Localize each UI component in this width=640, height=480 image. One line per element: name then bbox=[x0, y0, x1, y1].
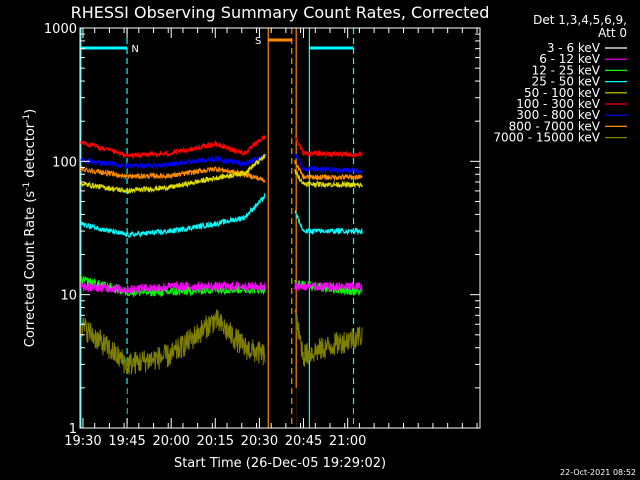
y-tick-label-1000: 1000 bbox=[44, 22, 77, 37]
legend-label-25-50-kev: 25 - 50 keV bbox=[532, 75, 601, 89]
series-6-12-kev-seg2 bbox=[294, 281, 363, 292]
series-100-300-kev-seg1 bbox=[79, 134, 266, 160]
plot-layer: NS bbox=[79, 28, 363, 428]
legend-label-800-7000-kev: 800 - 7000 keV bbox=[509, 119, 601, 133]
plot-frame bbox=[79, 27, 481, 429]
annotation-label-s: S bbox=[255, 36, 261, 47]
annotation-label-n: N bbox=[131, 44, 138, 55]
legend-label-3-6-kev: 3 - 6 keV bbox=[547, 41, 601, 55]
x-tick-label-19-30: 19:30 bbox=[64, 434, 101, 449]
series-300-800-kev-seg2 bbox=[294, 151, 363, 175]
y-tick-label-100: 100 bbox=[52, 155, 77, 170]
x-axis-label: Start Time (26-Dec-05 19:29:02) bbox=[174, 456, 386, 471]
series-300-800-kev-seg1 bbox=[79, 153, 266, 170]
x-axis: 19:30 19:45 20:00 20:15 20:30 20:45 21:00 bbox=[64, 28, 478, 449]
series-25-50-kev-seg1 bbox=[79, 192, 266, 239]
legend-label-7000-15000-kev: 7000 - 15000 keV bbox=[493, 131, 600, 145]
chart-title: RHESSI Observing Summary Count Rates, Co… bbox=[71, 3, 490, 22]
y-axis-label-sup: -1 bbox=[22, 114, 32, 123]
y-axis-label-sup: -1 bbox=[22, 182, 32, 191]
y-axis-label-part: detector bbox=[23, 122, 38, 182]
legend-header-line1: Det 1,3,4,5,6,9, bbox=[533, 13, 627, 27]
series-7000-15000-kev-seg2 bbox=[294, 309, 363, 367]
timestamp: 22-Oct-2021 08:52 bbox=[560, 468, 636, 477]
series-7000-15000-kev-seg1 bbox=[79, 309, 266, 375]
series-800-7000-kev-seg2 bbox=[294, 159, 363, 182]
y-axis: 1 10 100 1000 bbox=[44, 22, 480, 437]
y-tick-label-10: 10 bbox=[60, 289, 77, 304]
x-tick-label-21-00: 21:00 bbox=[329, 434, 366, 449]
x-tick-label-20-15: 20:15 bbox=[197, 434, 234, 449]
x-tick-label-20-30: 20:30 bbox=[241, 434, 278, 449]
x-tick-label-20-00: 20:00 bbox=[152, 434, 189, 449]
x-tick-label-19-45: 19:45 bbox=[108, 434, 145, 449]
y-tick-label-1: 1 bbox=[69, 422, 77, 437]
y-axis-label: Corrected Count Rate (s-1 detector-1) bbox=[22, 109, 38, 347]
legend-header-line2: Att 0 bbox=[598, 26, 627, 40]
legend-label-50-100-kev: 50 - 100 keV bbox=[524, 86, 601, 100]
legend-label-100-300-kev: 100 - 300 keV bbox=[516, 97, 600, 111]
y-axis-label-part: Corrected Count Rate (s bbox=[23, 191, 38, 348]
series-25-50-kev-seg2 bbox=[294, 209, 363, 236]
series-50-100-kev-seg2 bbox=[294, 169, 363, 189]
series-100-300-kev-seg2 bbox=[294, 134, 363, 159]
series-6-12-kev-seg1 bbox=[79, 280, 266, 295]
legend-label-300-800-kev: 300 - 800 keV bbox=[516, 108, 600, 122]
series-50-100-kev-seg1 bbox=[79, 153, 266, 195]
legend-label-6-12-kev: 6 - 12 keV bbox=[539, 52, 601, 66]
legend-label-12-25-kev: 12 - 25 keV bbox=[532, 63, 601, 77]
x-tick-label-20-45: 20:45 bbox=[285, 434, 322, 449]
y-axis-label-part: ) bbox=[23, 109, 38, 114]
